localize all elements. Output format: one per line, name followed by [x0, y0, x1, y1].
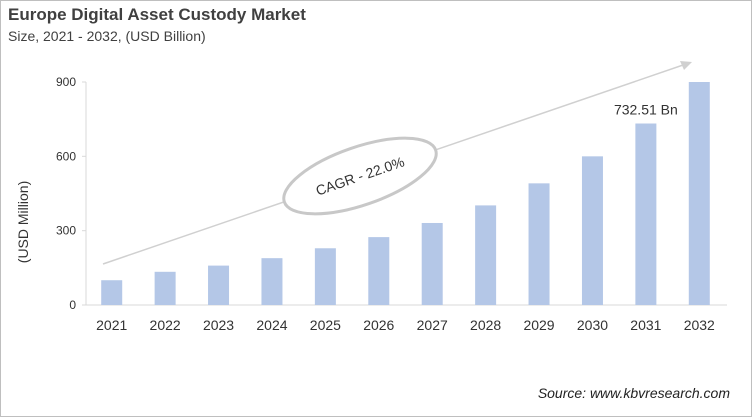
y-tick-label: 900 — [56, 75, 76, 89]
y-tick-label: 0 — [69, 298, 76, 312]
data-label: 732.51 Bn — [614, 102, 678, 118]
bar-2024 — [261, 258, 283, 305]
x-tick-label: 2027 — [417, 317, 448, 333]
bar-2030 — [581, 156, 603, 305]
bar-2021 — [101, 280, 123, 305]
x-tick-label: 2028 — [470, 317, 501, 333]
x-tick-label: 2026 — [363, 317, 394, 333]
bar-2027 — [421, 222, 443, 305]
x-tick-label: 2030 — [577, 317, 608, 333]
x-tick-label: 2029 — [523, 317, 554, 333]
chart-title: Europe Digital Asset Custody Market — [8, 5, 306, 24]
x-tick-label: 2021 — [96, 317, 127, 333]
x-tick-label: 2024 — [256, 317, 287, 333]
cagr-ellipse — [282, 136, 438, 216]
bar-2032 — [688, 82, 710, 305]
source-note: Source: www.kbvresearch.com — [537, 385, 730, 401]
bar-2031 — [635, 123, 657, 305]
x-tick-label: 2032 — [684, 317, 715, 333]
x-tick-label: 2022 — [150, 317, 181, 333]
y-axis-label: (USD Million) — [15, 181, 31, 263]
x-tick-label: 2025 — [310, 317, 341, 333]
x-tick-label: 2031 — [630, 317, 661, 333]
chart-subtitle: Size, 2021 - 2032, (USD Billion) — [8, 28, 206, 44]
x-tick-label: 2023 — [203, 317, 234, 333]
bar-2022 — [154, 271, 176, 305]
trend-arrow-head — [680, 61, 692, 70]
bar-2023 — [208, 265, 230, 305]
bar-2028 — [475, 205, 497, 305]
bar-2026 — [368, 237, 390, 305]
bar-2029 — [528, 183, 550, 305]
y-tick-label: 600 — [56, 149, 76, 163]
y-tick-label: 300 — [56, 224, 76, 238]
bar-2025 — [314, 248, 336, 305]
